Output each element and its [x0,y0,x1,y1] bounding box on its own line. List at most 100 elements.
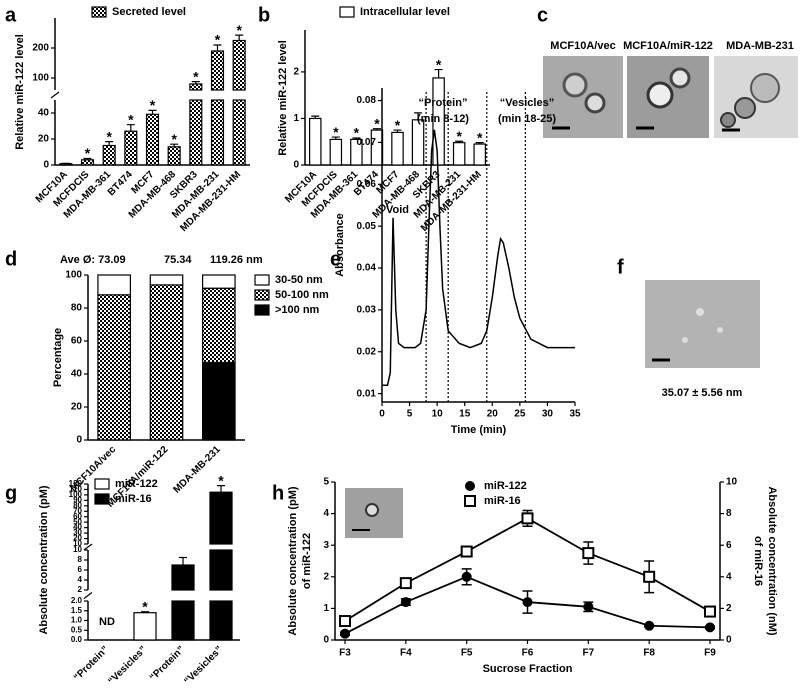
annotation: “Vesicles” [500,97,554,109]
error-bar [455,140,464,143]
bar-segment [149,284,184,441]
bar [171,600,195,641]
y-tick-label: 0.02 [357,346,377,357]
y-tick-label: 0 [43,160,49,171]
significance: * [236,22,242,38]
x-axis-label: Sucrose Fraction [483,663,573,675]
y-tick-label: 0.06 [357,179,377,190]
bar-segment [97,294,131,441]
y-tick-label: 4 [726,571,732,582]
legend-marker [464,495,476,507]
annotation: ND [99,616,115,628]
bar [167,146,181,166]
marker [400,597,411,608]
x-axis-label: Time (min) [451,424,507,436]
error-bar [311,115,320,119]
bar [189,83,203,91]
significance: * [456,128,462,144]
error-bar [393,129,402,133]
marker [582,547,595,560]
bar [133,612,157,641]
bar [309,117,322,166]
legend-label: >100 nm [275,304,320,316]
x-tick-label: 25 [514,409,526,420]
annotation: Ave Ø: 73.09 [60,254,126,266]
y-tick-label: 20 [73,534,82,543]
x-tick-label: 10 [432,409,444,420]
y-tick-label: 100 [32,73,49,84]
error-bar [434,68,443,78]
y-tick-label: 4 [323,508,329,519]
annotation: (min 18-25) [498,113,556,125]
y-tick-label: 2 [726,603,732,614]
y-tick-label: 1 [293,113,299,124]
error-bar [217,485,225,493]
error-bar [235,34,244,41]
error-bar [331,136,340,140]
y-tick-label: 2 [323,571,329,582]
x-tick-label: F3 [339,648,351,659]
significance: * [333,124,339,140]
legend-label: miR-16 [115,493,152,505]
error-bar [191,81,200,84]
marker [340,628,350,639]
bar-segment [97,274,131,296]
inset-image [345,488,403,538]
x-tick-label: MDA-MB-231 [171,444,223,496]
bar [232,39,246,91]
marker [583,601,594,612]
y-tick-label: 40 [38,108,50,119]
y-tick-label: 0.07 [357,137,377,148]
y-tick-label: 80 [71,303,83,314]
error-bar [83,157,92,160]
y-tick-label: 0 [76,435,82,446]
y-tick-label: 6 [726,540,732,551]
y-tick-label: 110 [69,485,82,494]
annotation: 75.34 [164,254,192,266]
bar-segment [202,361,236,441]
significance: * [171,131,177,147]
panel-letter: g [5,482,17,504]
marker [704,605,716,618]
x-tick-label: F4 [400,648,412,659]
bar [171,564,195,591]
legend-swatch [254,304,270,316]
axis-label: Percentage [52,328,64,387]
y-tick-label: 0.08 [357,95,377,106]
x-tick-label: F8 [643,648,655,659]
legend-marker [465,481,475,491]
error-bar [179,556,187,565]
panel-letter: b [258,4,270,26]
y-tick-label: 50 [73,517,82,526]
y-tick-label: 80 [73,501,82,510]
x-tick-label: 30 [542,409,554,420]
y-tick-label: 1 [323,603,329,614]
y-tick-label: 0.5 [71,625,83,634]
micrograph [645,280,760,368]
y-tick-label: 8 [78,555,83,564]
x-tick-label: “Vesicles” [106,644,149,687]
legend-swatch [339,6,355,18]
x-tick-label: 20 [487,409,499,420]
bar [232,99,246,166]
significance: * [477,129,483,145]
x-tick-label: F5 [461,648,473,659]
y-tick-label: 2 [78,585,83,594]
significance: * [106,128,112,144]
y-tick-label: 10 [73,539,82,548]
x-tick-label: 5 [407,409,413,420]
bar [210,50,225,91]
marker [521,512,534,525]
bar [411,119,425,166]
marker [644,620,655,631]
legend-label: 50-100 nm [275,289,329,301]
panel-letter: f [617,256,624,278]
y-tick-label: 30 [73,528,82,537]
legend-swatch [94,493,110,505]
bar-segment [202,274,236,289]
y-tick-label: 10 [73,545,82,554]
error-bar [170,143,179,147]
y-tick-label: 0.01 [357,388,377,399]
x-tick-label: F6 [522,648,534,659]
legend-label: 30-50 nm [275,274,323,286]
